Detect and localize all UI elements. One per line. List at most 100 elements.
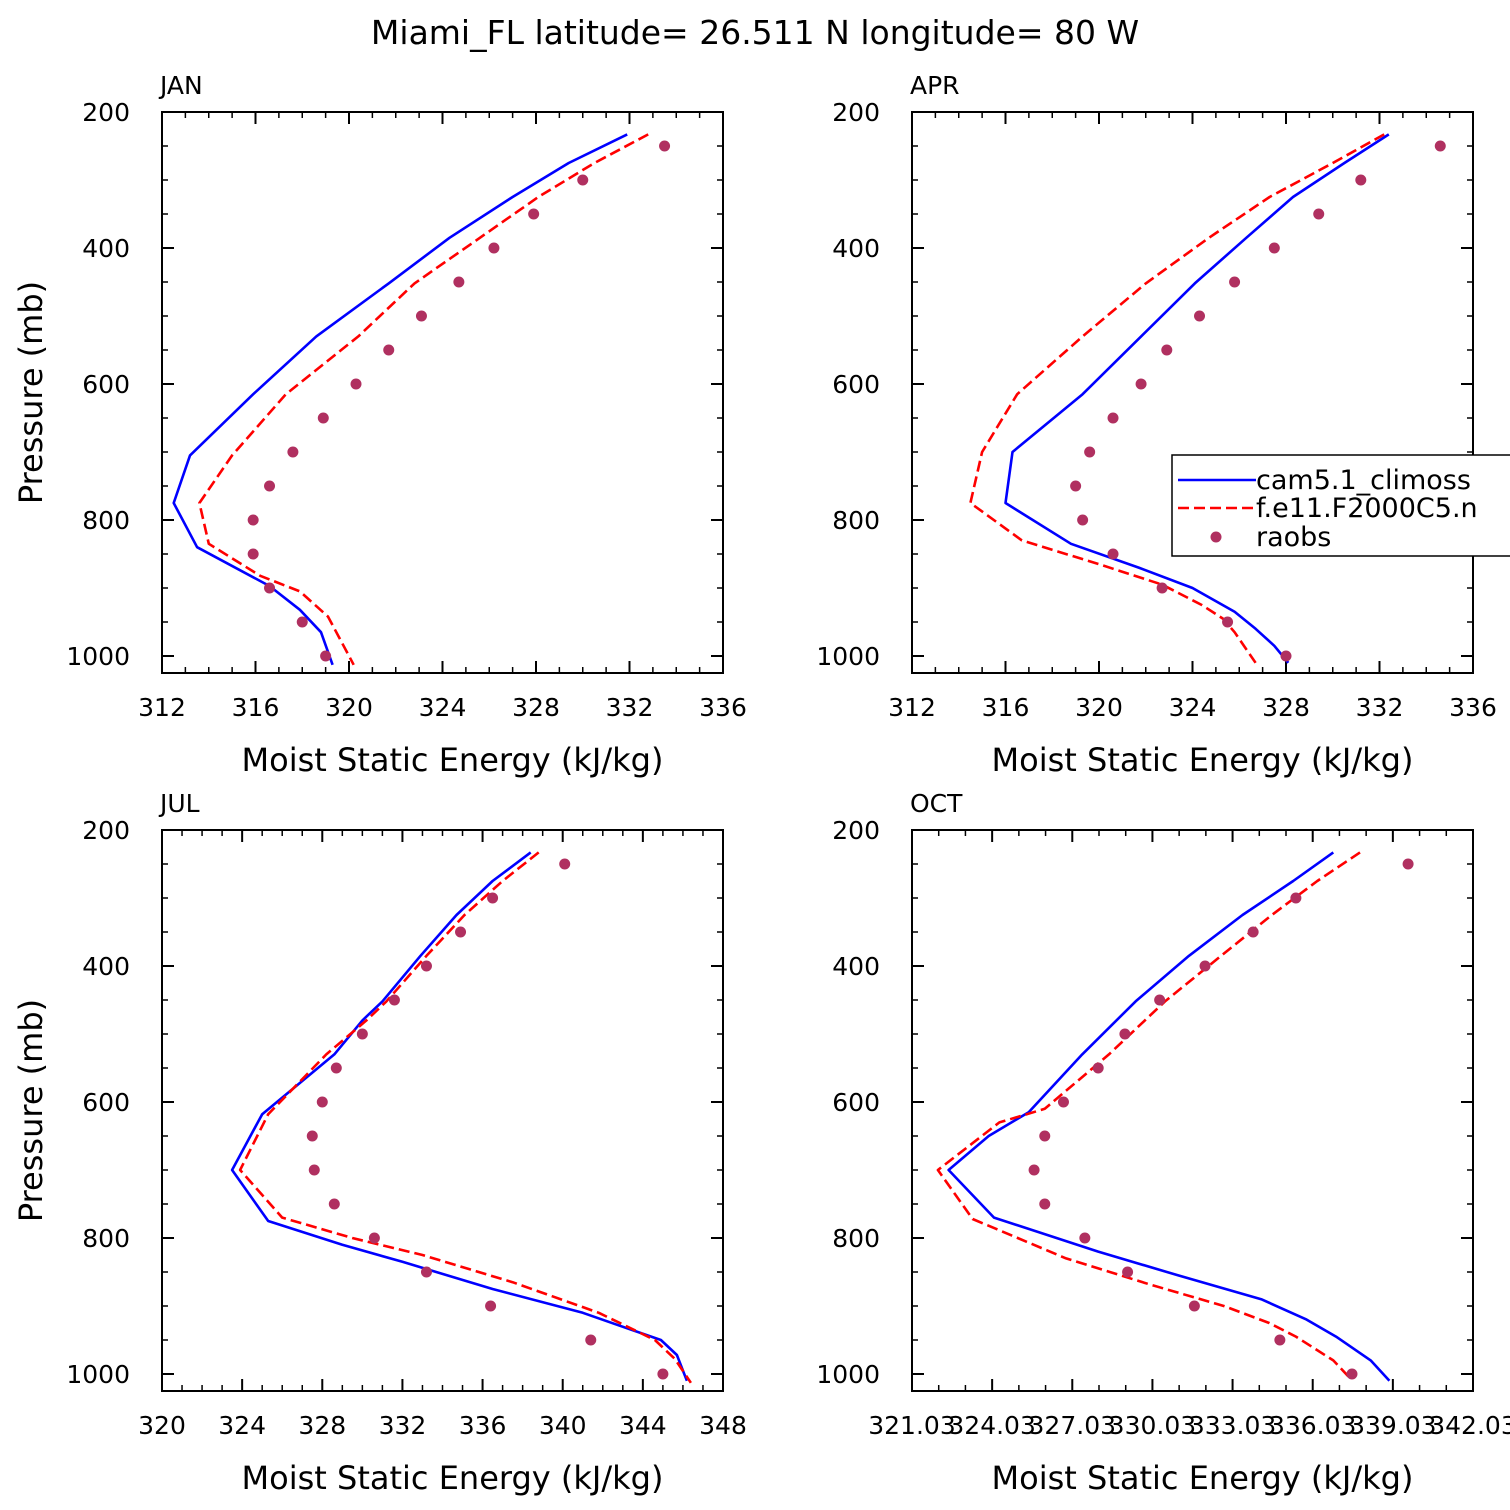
y-tick-label: 400 [832,234,880,263]
raobs-point [330,1062,342,1074]
x-axis-label: Moist Static Energy (kJ/kg) [992,741,1414,779]
raobs-point [1092,1062,1104,1074]
y-axis-label: Pressure (mb) [12,281,50,504]
y-tick-label: 600 [832,370,880,399]
y-tick-label: 200 [832,816,880,845]
raobs-point [1107,412,1119,424]
x-tick-label: 324 [419,693,467,722]
x-tick-label: 312 [138,693,186,722]
raobs-point [296,616,308,628]
raobs-point [1402,858,1414,870]
x-tick-label: 339.03 [1349,1411,1436,1440]
x-tick-label: 340 [539,1411,587,1440]
raobs-point [455,926,467,938]
raobs-point [1434,140,1446,152]
y-tick-label: 600 [82,1088,130,1117]
raobs-point [1346,1368,1358,1380]
raobs-point [306,1130,318,1142]
raobs-point [1119,1028,1131,1040]
raobs-point [585,1334,597,1346]
raobs-point [1247,926,1259,938]
y-tick-label: 600 [82,370,130,399]
panel-title: APR [910,71,960,100]
x-tick-label: 336.03 [1269,1411,1356,1440]
raobs-point [287,446,299,458]
x-axis-label: Moist Static Energy (kJ/kg) [242,1459,664,1497]
raobs-point [577,174,589,186]
x-tick-label: 320 [138,1411,186,1440]
raobs-point [350,378,362,390]
x-tick-label: 332 [379,1411,427,1440]
raobs-point [657,1368,669,1380]
legend-label: cam5.1_climoss [1256,465,1471,496]
raobs-point [1084,446,1096,458]
legend-label: f.e11.F2000C5.n [1256,493,1478,524]
raobs-point [1156,582,1168,594]
raobs-point [1188,1300,1200,1312]
raobs-point [1229,276,1241,288]
y-tick-label: 800 [82,1224,130,1253]
x-tick-label: 330.03 [1109,1411,1196,1440]
raobs-point [316,1096,328,1108]
legend-box [1171,454,1510,557]
x-tick-label: 332 [1356,693,1404,722]
x-tick-label: 342.03 [1429,1411,1510,1440]
series-group [969,133,1446,664]
raobs-point [356,1028,368,1040]
raobs-point [1290,892,1302,904]
raobs-point [1199,960,1211,972]
y-tick-label: 200 [82,816,130,845]
raobs-point [1280,650,1292,662]
figure-title: Miami_FL latitude= 26.511 N longitude= 8… [371,13,1139,52]
f-e11-series-line [198,133,649,666]
raobs-point [247,548,259,560]
x-tick-label: 324 [1169,693,1217,722]
x-tick-label: 312 [888,693,936,722]
raobs-point [1313,208,1325,220]
x-tick-label: 321.03 [868,1411,955,1440]
cam5-series-line [230,851,689,1382]
x-axis-label: Moist Static Energy (kJ/kg) [992,1459,1414,1497]
x-tick-label: 336 [459,1411,507,1440]
x-tick-label: 344 [619,1411,667,1440]
raobs-point [528,208,540,220]
x-tick-label: 336 [1449,693,1497,722]
cam5-series-line [1004,133,1390,664]
x-tick-label: 336 [699,693,747,722]
panel-title: JAN [158,71,203,100]
x-tick-label: 348 [699,1411,747,1440]
raobs-point [1039,1198,1051,1210]
raobs-point [1057,1096,1069,1108]
panel-apr: 312 316 320 324 328 332 336 200 400 600 800 1000 APR… [816,71,1496,779]
y-tick-label: 800 [82,506,130,535]
legend-label: raobs [1256,522,1331,553]
raobs-point [264,582,276,594]
raobs-point [320,650,332,662]
raobs-point [1355,174,1367,186]
x-tick-label: 320 [325,693,373,722]
y-tick-label: 400 [82,952,130,981]
raobs-point [1154,994,1166,1006]
raobs-point [659,140,671,152]
x-axis-label: Moist Static Energy (kJ/kg) [242,741,664,779]
raobs-point [1161,344,1173,356]
raobs-point [1222,616,1234,628]
plot-frame [911,829,1474,1392]
cam5-series-line [172,133,628,666]
panel-jul: 320 324 328 332 336 340 344 348 200 400 600 800 1000… [12,789,747,1497]
raobs-point [485,1300,497,1312]
raobs-point [1194,310,1206,322]
f-e11-series-line [238,851,692,1384]
y-tick-label: 1000 [816,642,880,671]
y-tick-label: 1000 [66,642,130,671]
series-group [230,851,692,1384]
raobs-point [415,310,427,322]
raobs-point [1077,514,1089,526]
x-tick-label: 316 [232,693,280,722]
raobs-point [383,344,395,356]
raobs-point [388,994,400,1006]
raobs-point [1070,480,1082,492]
raobs-point [453,276,465,288]
